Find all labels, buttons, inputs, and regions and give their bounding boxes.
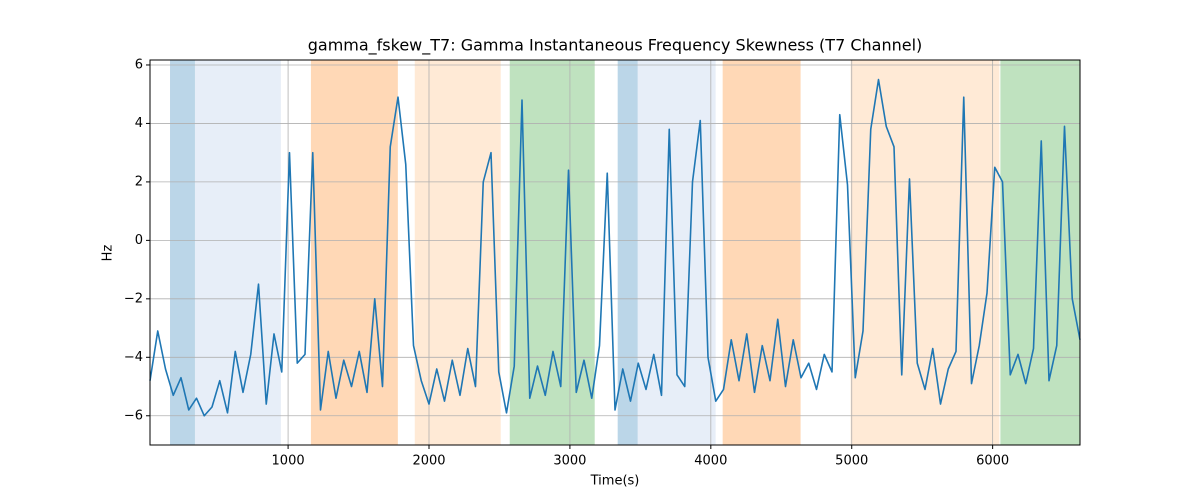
y-axis-label: Hz [101,245,116,262]
chart-title: gamma_fskew_T7: Gamma Instantaneous Freq… [308,36,923,56]
plot-frame [149,59,1081,446]
span [509,60,595,445]
y-tick-label: −6 [124,408,143,423]
span [1000,60,1080,445]
y-tick-label: −4 [124,350,143,365]
data-line [149,78,1081,417]
y-tick-label: 4 [135,116,143,131]
x-tick-label: 3000 [553,454,586,469]
y-tick-label: 2 [135,174,143,189]
y-tick-label: 6 [135,57,143,72]
x-tick-label: 4000 [694,454,727,469]
x-tick-label: 2000 [412,454,445,469]
x-tick-label: 1000 [272,454,305,469]
x-tick-label: 5000 [835,454,868,469]
x-tick-label: 6000 [976,454,1009,469]
span [850,60,1000,445]
y-tick-label: 0 [135,233,143,248]
y-tick-label: −2 [124,291,143,306]
span [194,60,281,445]
span [637,60,716,445]
span [617,60,638,445]
span [722,60,801,445]
x-axis-label: Time(s) [590,474,640,489]
